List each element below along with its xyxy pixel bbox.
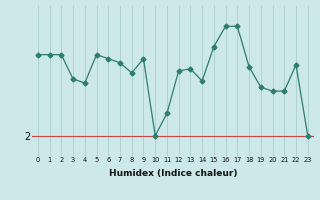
X-axis label: Humidex (Indice chaleur): Humidex (Indice chaleur): [108, 169, 237, 178]
